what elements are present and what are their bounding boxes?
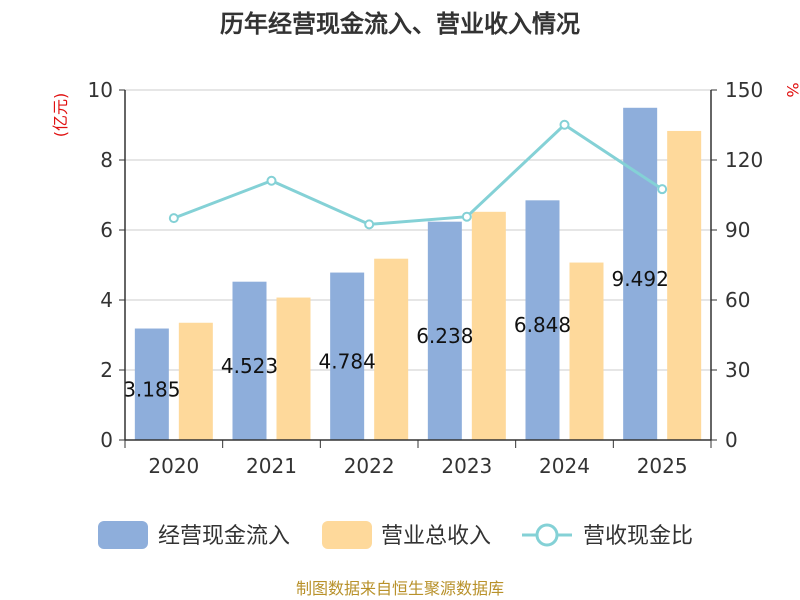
data-label: 6.848 (514, 313, 571, 337)
bar-营业总收入 (569, 262, 604, 440)
x-tick-label: 2021 (246, 454, 297, 478)
bar-营业总收入 (374, 258, 409, 440)
x-tick-label: 2025 (637, 454, 688, 478)
data-label: 9.492 (612, 267, 669, 291)
y-left-tick-label: 8 (100, 148, 113, 172)
y-right-tick-label: 30 (725, 358, 750, 382)
data-label: 4.523 (221, 354, 278, 378)
legend-label: 经营现金流入 (158, 524, 290, 549)
data-labels-group: 3.185 4.523 4.784 6.238 6.848 9.492 (123, 267, 669, 401)
bar-营业总收入 (667, 130, 702, 440)
line-point (657, 184, 668, 195)
y-left-tick-label: 6 (100, 218, 113, 242)
data-label: 3.185 (123, 377, 180, 401)
legend: 经营现金流入 营业总收入 营收现金比 (98, 521, 693, 549)
legend-swatch (322, 521, 372, 549)
y-right-tick-label: 150 (725, 78, 763, 102)
legend-label: 营业总收入 (381, 524, 491, 549)
chart-title: 历年经营现金流入、营业收入情况 (220, 10, 580, 38)
legend-label: 营收现金比 (583, 524, 693, 549)
line-营收现金比 (173, 122, 663, 226)
bar-series-group (134, 107, 702, 440)
y-right-tick-label: 90 (725, 218, 750, 242)
y-left-tick-label: 2 (100, 358, 113, 382)
bar-经营现金流入 (623, 107, 658, 440)
data-label: 6.238 (416, 324, 473, 348)
bar-经营现金流入 (134, 328, 169, 440)
axes-group: 0 2 4 6 8 10 0 30 60 90 120 150 2020 2021 2022 2023 2024… (88, 78, 764, 478)
bar-营业总收入 (178, 322, 213, 440)
y-left-tick-label: 10 (88, 78, 113, 102)
line-point (364, 219, 375, 230)
line-series-group (168, 119, 668, 230)
y-left-tick-label: 4 (100, 288, 113, 312)
bar-营业总收入 (276, 297, 311, 440)
grid-lines (125, 89, 711, 371)
bar-经营现金流入 (232, 281, 267, 440)
y-right-tick-label: 120 (725, 148, 763, 172)
y-right-tick-label: 60 (725, 288, 750, 312)
bar-营业总收入 (471, 211, 506, 440)
y-right-axis-label: % (783, 82, 800, 97)
line-point (168, 213, 179, 224)
legend-swatch-marker (535, 523, 559, 547)
y-right-tick-label: 0 (725, 428, 738, 452)
bar-经营现金流入 (330, 272, 365, 440)
bar-经营现金流入 (427, 221, 462, 440)
legend-swatch (98, 521, 148, 549)
y-left-axis-label: (亿元) (51, 93, 70, 138)
line-point (461, 211, 472, 222)
x-tick-label: 2024 (539, 454, 590, 478)
x-tick-label: 2023 (441, 454, 492, 478)
line-point (559, 119, 570, 130)
data-label: 4.784 (319, 349, 376, 373)
y-left-tick-label: 0 (100, 428, 113, 452)
x-tick-label: 2022 (344, 454, 395, 478)
line-point (266, 175, 277, 186)
x-tick-label: 2020 (148, 454, 199, 478)
source-note: 制图数据来自恒生聚源数据库 (296, 579, 504, 598)
bar-经营现金流入 (525, 200, 560, 440)
